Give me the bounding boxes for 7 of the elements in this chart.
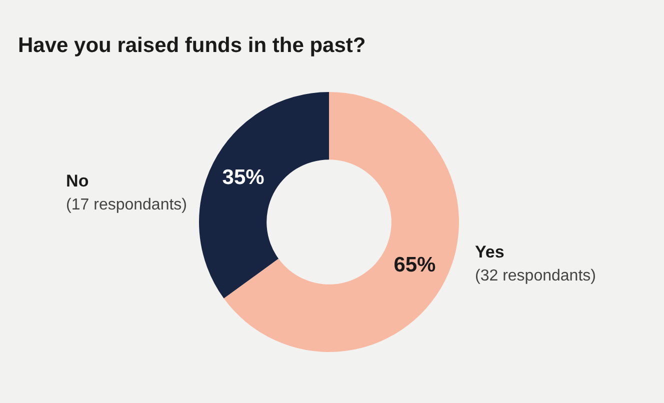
slice-label: Yes bbox=[475, 242, 504, 262]
text: (17 respondants) bbox=[66, 196, 188, 214]
text: (32 respondants) bbox=[475, 267, 596, 284]
data-label: 35% bbox=[222, 166, 265, 190]
slice-label: No bbox=[66, 172, 89, 191]
chart-title: Have you raised funds in the past? bbox=[18, 34, 366, 57]
data-label: 65% bbox=[394, 253, 436, 276]
